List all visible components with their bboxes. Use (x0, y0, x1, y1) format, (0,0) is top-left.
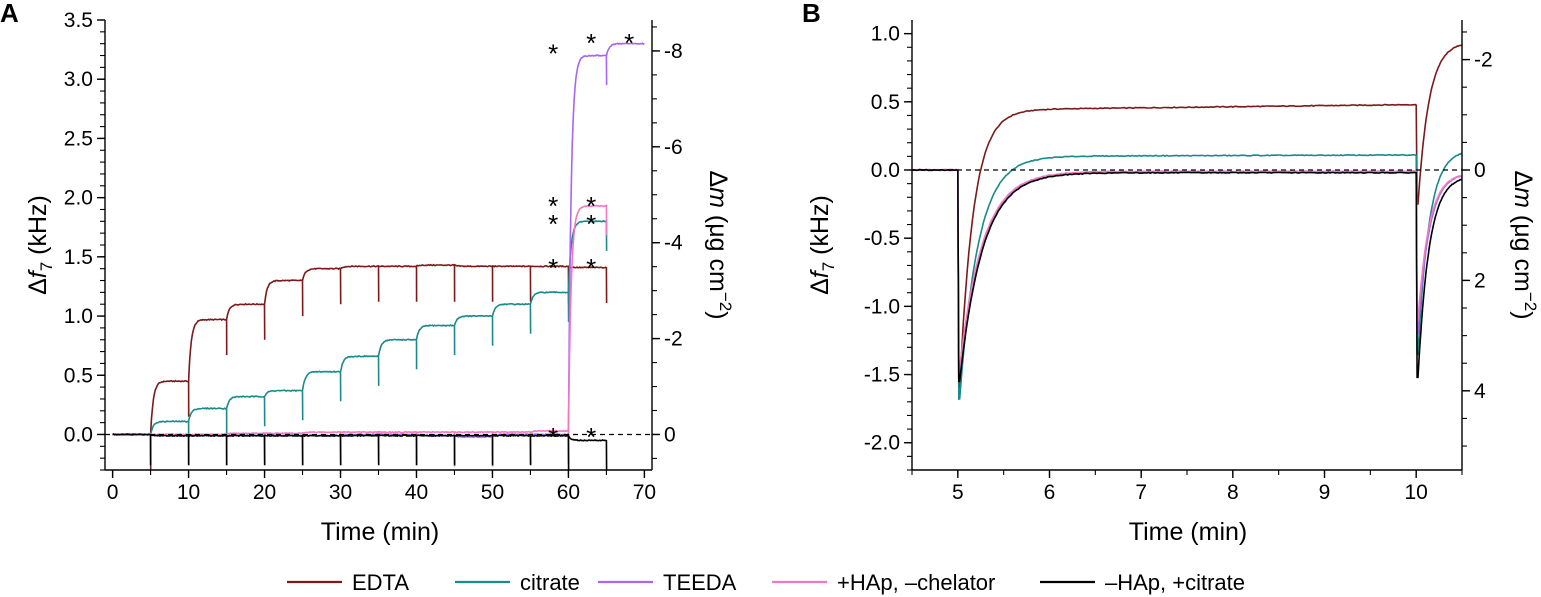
panel-a-star-marker: * (586, 209, 596, 239)
panel-b-x-tick-label: 10 (1404, 481, 1427, 504)
panel-a-x-tick-label: 50 (481, 481, 504, 504)
panel-a-y-tick-label: 0.0 (64, 423, 93, 446)
panel-a-y-tick-label: 2.0 (64, 187, 93, 210)
panel-b-y-tick-label: 1.0 (871, 23, 900, 46)
panel-a-stars: * * ** ** ** ** * (548, 28, 634, 452)
panel-b-y-tick-label: -1.5 (864, 364, 900, 387)
panel-a-y-tick-label: 1.0 (64, 305, 93, 328)
panel-b-series-citrate (911, 152, 1463, 401)
panel-a-star-marker: * (586, 28, 596, 58)
panel-b-x-tick-label: 6 (1044, 481, 1056, 504)
panel-a-y-axis-title: Δf7 (kHz) (24, 195, 56, 295)
panel-a-x-axis-title: Time (min) (321, 518, 440, 546)
panel-a-x-tick-label: 30 (329, 481, 352, 504)
panel-b-y2-tick-label: 4 (1474, 380, 1486, 403)
legend-item-citrate: citrate (455, 570, 580, 595)
panel-b-x-tick-label: 8 (1227, 481, 1239, 504)
legend-label-hap-nochelator: +HAp, –chelator (837, 570, 995, 595)
panel-a-y2-tick-label: 0 (664, 423, 676, 446)
panel-a-x-tick-label: 40 (405, 481, 428, 504)
panel-a: A 0 10 20 30 40 50 60 70 0.0 0.5 1.0 1.5 2.0 2.5 3.0 3.… (0, 0, 735, 546)
panel-b-y-tick-label: -1.0 (864, 295, 900, 318)
panel-b-lines (911, 44, 1463, 401)
panel-b-letter: B (802, 0, 821, 28)
panel-a-x-tick-label: 0 (107, 481, 119, 504)
panel-b-x-tick-label: 9 (1319, 481, 1331, 504)
panel-a-series-teeda (112, 42, 645, 467)
legend-label-edta: EDTA (352, 570, 409, 595)
legend-item-edta: EDTA (287, 570, 409, 595)
legend-label-teeda: TEEDA (663, 570, 737, 595)
panel-b-series-nohap_citrate (911, 168, 1463, 383)
panel-a-y-tick-label: 1.5 (64, 246, 93, 269)
panel-b-y2-tick-label: 0 (1474, 159, 1486, 182)
panel-a-x-tick-label: 70 (633, 481, 656, 504)
panel-a-lines (112, 42, 645, 471)
panel-a-star-marker: * (548, 191, 558, 221)
legend-item-hap-nochelator: +HAp, –chelator (772, 570, 995, 595)
legend-label-nohap-citrate: –HAp, +citrate (1105, 570, 1245, 595)
panel-b-y2-tick-label: 2 (1474, 269, 1486, 292)
panel-b-y2-tick-label: -2 (1474, 49, 1493, 72)
panel-a-y-tick-label: 3.5 (64, 9, 93, 32)
panel-b-y-axis-title: Δf7 (kHz) (806, 195, 838, 295)
panel-a-series-nohap_citrate (112, 433, 608, 471)
legend: EDTA citrate TEEDA +HAp, –chelator –HAp,… (287, 570, 1245, 595)
panel-b-y-tick-label: 0.5 (871, 91, 900, 114)
panel-a-star-marker: * (548, 253, 558, 283)
panel-b-y2-axis-title: Δm (μg cm−2) (1509, 170, 1540, 319)
panel-b-x-tick-label: 5 (952, 481, 964, 504)
panel-a-star-marker: * (548, 38, 558, 68)
panel-b-y-tick-label: -0.5 (864, 227, 900, 250)
panel-b-axes: 5 6 7 8 9 10 1.0 0.5 0.0 -0.5 -1.0 -1.5 -2.0 -2 0 2 4 (864, 20, 1493, 504)
panel-a-star-marker: * (586, 422, 596, 452)
panel-a-x-tick-label: 20 (253, 481, 276, 504)
panel-a-axes: 0 10 20 30 40 50 60 70 0.0 0.5 1.0 1.5 2.0 2.5 3.0 3.5 0… (64, 9, 683, 504)
panel-a-x-tick-label: 60 (557, 481, 580, 504)
panel-b-x-tick-label: 7 (1135, 481, 1147, 504)
panel-a-series-hap_nochelator (112, 204, 608, 465)
legend-item-teeda: TEEDA (598, 570, 737, 595)
panel-a-letter: A (0, 0, 19, 28)
panel-b-y-tick-label: 0.0 (871, 159, 900, 182)
panel-a-star-marker: * (624, 28, 634, 58)
panel-a-star-marker: * (586, 191, 596, 221)
panel-a-y2-tick-label: -6 (664, 136, 683, 159)
panel-b-series-edta (911, 44, 1463, 390)
panel-a-x-tick-label: 10 (177, 481, 200, 504)
panel-a-y2-tick-label: -2 (664, 328, 683, 351)
panel-a-y-tick-label: 2.5 (64, 127, 93, 150)
panel-a-y2-tick-label: -8 (664, 40, 683, 63)
panel-a-y2-tick-label: -4 (664, 232, 683, 255)
panel-a-series-edta (112, 263, 608, 471)
legend-item-nohap-citrate: –HAp, +citrate (1040, 570, 1245, 595)
panel-a-series-citrate (112, 219, 608, 465)
panel-a-y-tick-label: 3.0 (64, 68, 93, 91)
panel-a-star-marker: * (548, 209, 558, 239)
panel-b-y-tick-label: -2.0 (864, 432, 900, 455)
panel-b: B 5 6 7 8 9 101.00.50.0-0.5-1.0-1.5-2.0-2024 … (802, 0, 1540, 546)
legend-label-citrate: citrate (520, 570, 580, 595)
panel-b-series-teeda (911, 168, 1463, 376)
panel-b-x-axis-title: Time (min) (1129, 518, 1248, 546)
panel-a-y2-axis-title: Δm (μg cm−2) (704, 170, 735, 319)
panel-a-star-marker: * (586, 253, 596, 283)
panel-a-y-tick-label: 0.5 (64, 364, 93, 387)
panel-b-series-hap_nochelator (911, 168, 1463, 369)
panel-a-star-marker: * (548, 422, 558, 452)
